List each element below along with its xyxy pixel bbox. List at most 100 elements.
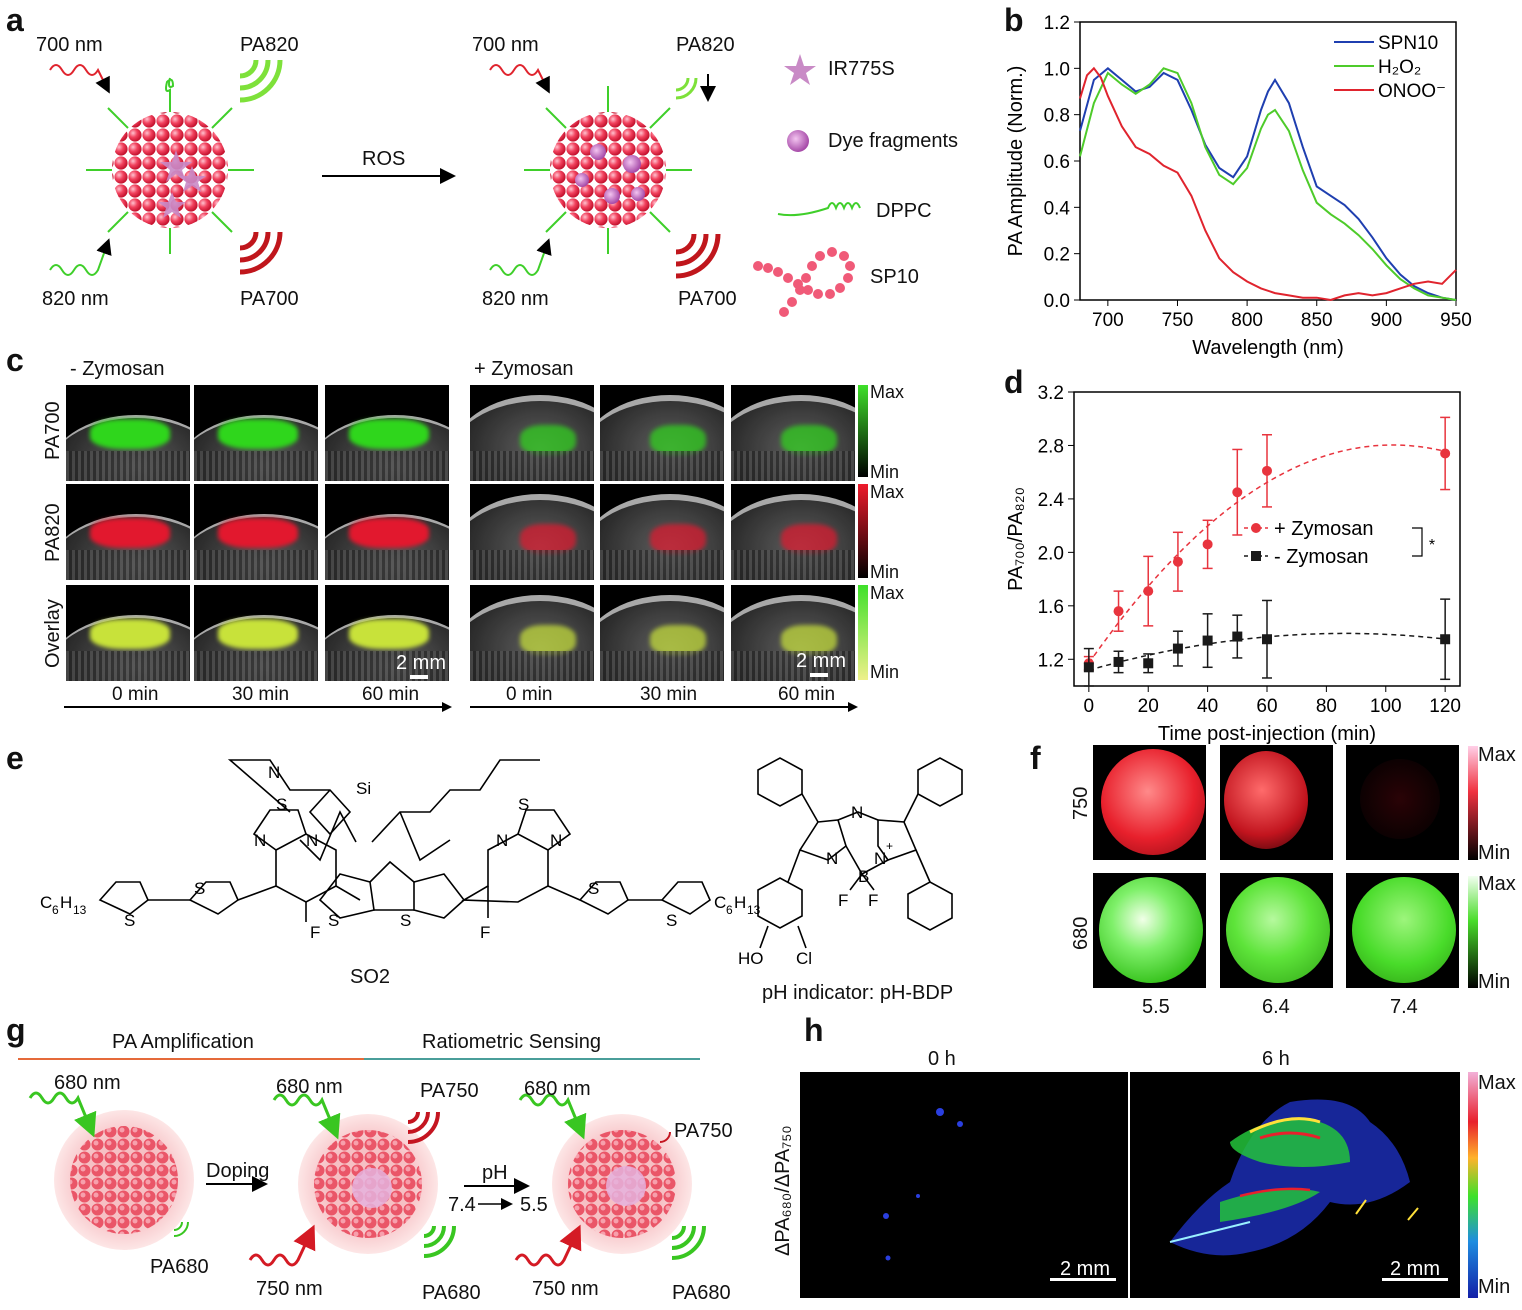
svg-text:S: S bbox=[328, 911, 339, 930]
f-row-750: 750 bbox=[1070, 786, 1092, 820]
b-xtick-label: 850 bbox=[1301, 310, 1333, 331]
b-legend-label-0: SPN10 bbox=[1378, 33, 1438, 54]
c-tile-overlay-5 bbox=[731, 585, 855, 681]
d-point bbox=[1083, 662, 1094, 673]
panel-label-d: d bbox=[1004, 364, 1024, 400]
label-820nm-right: 820 nm bbox=[482, 288, 549, 310]
b-series-line-0 bbox=[1079, 66, 1457, 301]
b-ylabel: PA Amplitude (Norm.) bbox=[1005, 66, 1027, 257]
h-scale-right: 2 mm bbox=[1390, 1258, 1440, 1280]
svg-text:B: B bbox=[858, 867, 869, 886]
d-point bbox=[1262, 634, 1272, 645]
svg-text:Si: Si bbox=[356, 779, 371, 798]
b-xtick-label: 900 bbox=[1371, 310, 1403, 331]
panel-label-c: c bbox=[6, 342, 24, 378]
g-phase1-line bbox=[18, 1058, 364, 1060]
f-col-74: 7.4 bbox=[1390, 996, 1418, 1018]
so2-label: SO2 bbox=[350, 966, 391, 988]
c-tile-overlay-1 bbox=[194, 585, 318, 681]
g-750nm-1: 750 nm bbox=[256, 1278, 323, 1300]
svg-text:S: S bbox=[194, 879, 205, 898]
g-pa680-3: PA680 bbox=[672, 1282, 731, 1304]
svg-text:F: F bbox=[480, 923, 490, 942]
label-pa820-left: PA820 bbox=[240, 34, 299, 56]
c-tile-pa820-0 bbox=[66, 484, 190, 580]
d-point bbox=[1262, 465, 1272, 476]
f-colorbar-680 bbox=[1468, 876, 1478, 988]
c-scale-left: 2 mm bbox=[396, 652, 446, 674]
d-legend-marker-1 bbox=[1251, 551, 1261, 561]
b-legend-label-2: ONOO⁻ bbox=[1378, 81, 1446, 102]
svg-text:F: F bbox=[310, 923, 320, 942]
c-time-0-right: 0 min bbox=[506, 684, 553, 705]
c-time-60-right: 60 min bbox=[778, 684, 836, 705]
svg-text:N: N bbox=[306, 831, 318, 850]
c-time-30-left: 30 min bbox=[232, 684, 290, 705]
d-ytick-label: 2.8 bbox=[1038, 436, 1064, 457]
c-tile-pa820-5 bbox=[731, 484, 855, 580]
c-tile-pa820-3 bbox=[470, 484, 594, 580]
d-ytick-label: 2.0 bbox=[1038, 543, 1064, 564]
f-tile-680-64 bbox=[1220, 873, 1333, 988]
svg-text:Cl: Cl bbox=[796, 949, 812, 968]
chart-d: 0 20 40 60 80 100 120 1.2 1.6 2.0 2.4 2.8 3.2 Time po… bbox=[1005, 383, 1461, 745]
h-colorbar bbox=[1468, 1072, 1478, 1298]
d-ylabel: PA₇₀₀/PA₈₂₀ bbox=[1005, 487, 1027, 591]
g-pa750-1: PA750 bbox=[420, 1080, 479, 1102]
b-xtick-label: 700 bbox=[1092, 310, 1124, 331]
g-phase2-line bbox=[364, 1058, 700, 1060]
d-point bbox=[1202, 539, 1213, 550]
b-ytick-label: 0.4 bbox=[1044, 198, 1071, 219]
h-6h-signal bbox=[1169, 1099, 1419, 1256]
panel-label-f: f bbox=[1030, 740, 1041, 776]
f-tile-750-64 bbox=[1220, 745, 1333, 860]
label-pa820-right: PA820 bbox=[676, 34, 735, 56]
h-t0: 0 h bbox=[928, 1048, 956, 1070]
panel-label-a: a bbox=[6, 2, 24, 38]
f-colorbar-750 bbox=[1468, 746, 1478, 860]
d-point bbox=[1172, 643, 1183, 654]
c-time-arrows bbox=[64, 702, 858, 712]
c-tile-pa700-5 bbox=[731, 385, 855, 481]
d-point bbox=[1143, 658, 1154, 669]
f-min-2: Min bbox=[1478, 971, 1511, 993]
f-max-1: Max bbox=[1478, 744, 1516, 766]
legend-ir775s: IR775S bbox=[828, 58, 895, 80]
panel-label-g: g bbox=[6, 1012, 26, 1048]
b-xtick-label: 950 bbox=[1440, 310, 1472, 331]
d-point bbox=[1113, 606, 1124, 617]
h-signal-art bbox=[883, 1099, 1448, 1281]
b-ytick-label: 0.2 bbox=[1044, 245, 1070, 266]
b-legend-label-1: H₂O₂ bbox=[1378, 57, 1421, 78]
c-tile-overlay-3 bbox=[470, 585, 594, 681]
g-phase2: Ratiometric Sensing bbox=[422, 1031, 601, 1053]
c-colorbar-pa700 bbox=[858, 385, 868, 477]
c-time-60-left: 60 min bbox=[362, 684, 420, 705]
d-significance-mark: * bbox=[1429, 537, 1435, 554]
c-tile-pa820-4 bbox=[600, 484, 724, 580]
svg-text:N: N bbox=[550, 831, 562, 850]
d-xtick-label: 20 bbox=[1138, 696, 1159, 717]
d-xtick-label: 100 bbox=[1370, 696, 1402, 717]
label-ros: ROS bbox=[362, 148, 406, 170]
panel-label-e: e bbox=[6, 740, 24, 776]
b-xtick-label: 800 bbox=[1231, 310, 1263, 331]
c-tile-pa700-2 bbox=[325, 385, 449, 481]
h-ylabel: ΔPA₆₈₀/ΔPA₇₅₀ bbox=[772, 1125, 794, 1256]
c-scalebar-left bbox=[410, 675, 428, 679]
b-ytick-label: 1.2 bbox=[1044, 13, 1070, 34]
panel-label-h: h bbox=[804, 1012, 824, 1048]
g-680nm-3: 680 nm bbox=[524, 1078, 591, 1100]
g-ph: pH bbox=[482, 1162, 508, 1184]
g-ph-to: 5.5 bbox=[520, 1194, 548, 1216]
legend-sp10: SP10 bbox=[870, 266, 919, 288]
c-min-2: Min bbox=[870, 562, 900, 582]
c-row-pa700: PA700 bbox=[42, 401, 64, 460]
panel-label-b: b bbox=[1004, 2, 1024, 38]
c-tile-overlay-2 bbox=[325, 585, 449, 681]
c-tile-pa700-1 bbox=[194, 385, 318, 481]
h-scale-left: 2 mm bbox=[1060, 1258, 1110, 1280]
d-point bbox=[1172, 556, 1183, 567]
c-colorbar-pa820 bbox=[858, 484, 868, 578]
g-particle-1 bbox=[54, 1110, 194, 1250]
